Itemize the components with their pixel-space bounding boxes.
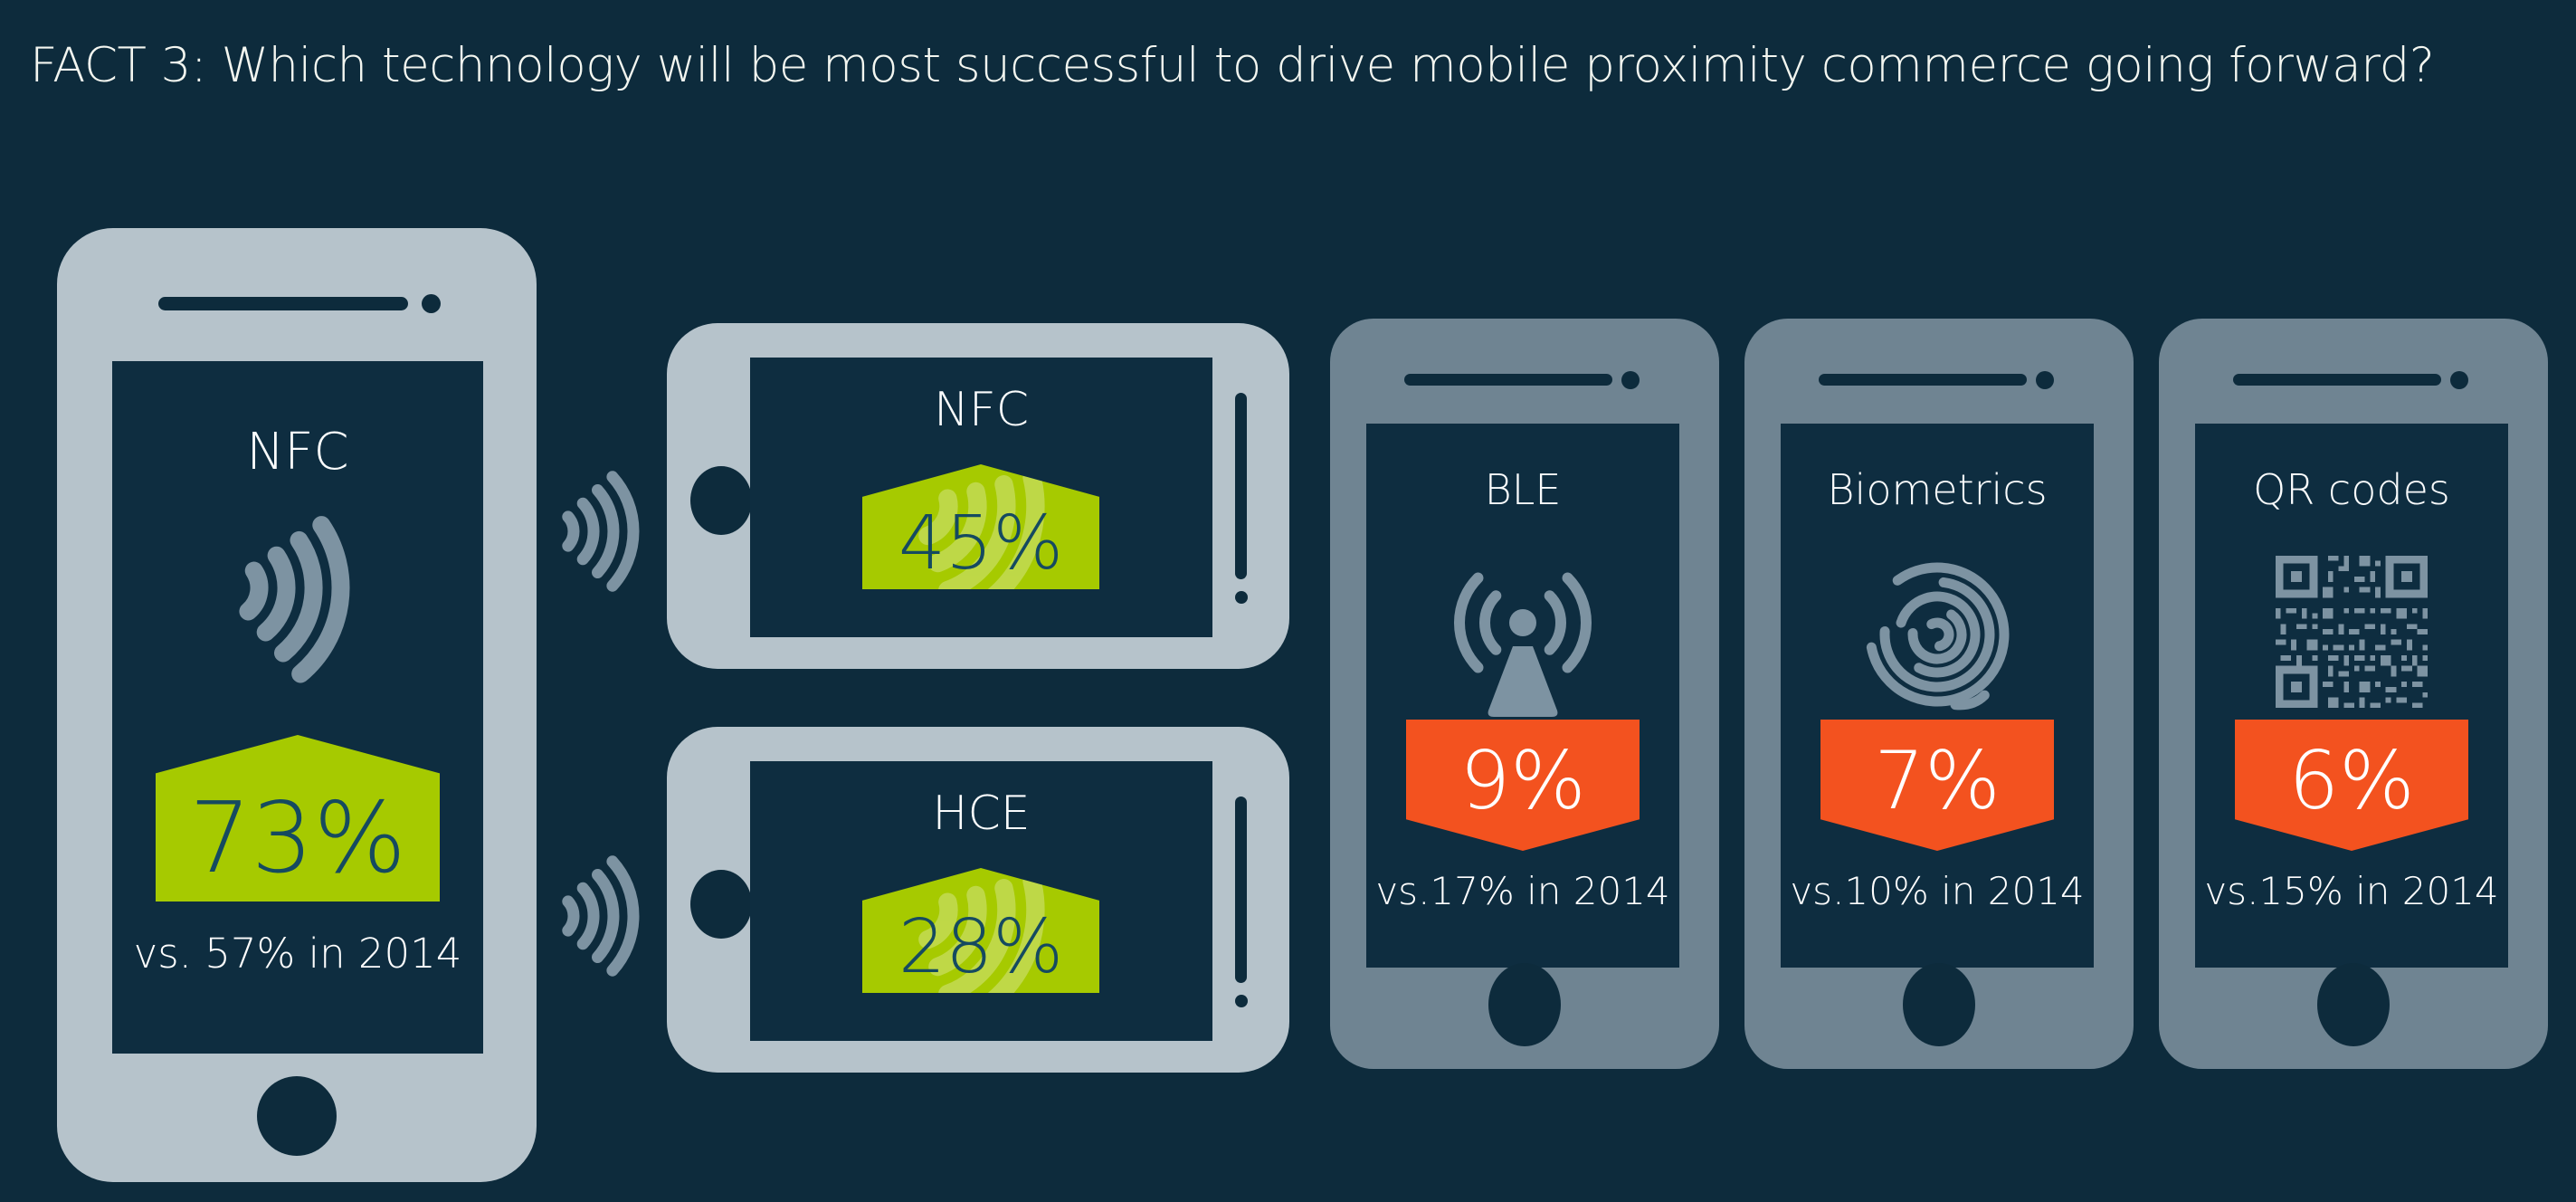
- phone-screen: Biometrics 7% vs.10% in 2014: [1781, 424, 2094, 968]
- percentage-badge-green: 28%: [862, 868, 1099, 993]
- camera-icon: [690, 466, 752, 535]
- percentage-value: 7%: [1874, 734, 2001, 827]
- qr-code-icon: [2275, 555, 2429, 709]
- camera-icon: [690, 870, 752, 939]
- phone-screen: HCE 28%: [750, 761, 1212, 1041]
- comparison-note: vs.10% in 2014: [1790, 869, 2085, 913]
- phone-nfc-main: NFC 73% vs. 57% in 2014: [57, 228, 537, 1182]
- percentage-badge-green: 73%: [156, 735, 440, 902]
- comparison-note: vs.17% in 2014: [1375, 869, 1670, 913]
- speaker-icon: [1819, 374, 2027, 386]
- camera-icon: [2036, 371, 2054, 389]
- percentage-badge-green: 45%: [862, 464, 1099, 589]
- phone-screen: QR codes 6% vs.15% in 2014: [2195, 424, 2508, 968]
- percentage-value: 6%: [2288, 734, 2415, 827]
- waves-watermark-icon: [918, 872, 1045, 993]
- speaker-icon: [1404, 374, 1612, 386]
- page-title: FACT 3: Which technology will be most su…: [30, 38, 2435, 93]
- phone-ble: BLE 9% vs.17% in 2014: [1330, 319, 1719, 1069]
- phone-nfc-landscape: NFC 45%: [667, 323, 1289, 669]
- comparison-note: vs.15% in 2014: [2204, 869, 2499, 913]
- technology-label: Biometrics: [1827, 465, 2048, 514]
- phone-screen: NFC 73% vs. 57% in 2014: [112, 361, 483, 1054]
- comparison-note: vs. 57% in 2014: [133, 930, 462, 978]
- contactless-waves-icon: [239, 516, 350, 683]
- home-button: [257, 1076, 337, 1156]
- technology-label: NFC: [246, 423, 349, 482]
- percentage-value: 9%: [1459, 734, 1586, 827]
- speaker-icon: [1235, 797, 1247, 983]
- waves-watermark-icon: [918, 468, 1045, 589]
- microphone-dot-icon: [1235, 591, 1248, 604]
- percentage-badge-orange: 6%: [2235, 720, 2468, 851]
- technology-label: QR codes: [2253, 465, 2450, 514]
- phone-screen: NFC 45%: [750, 358, 1212, 637]
- speaker-icon: [2233, 374, 2441, 386]
- camera-icon: [1621, 371, 1640, 389]
- beacon-icon: [1454, 572, 1592, 717]
- phone-biometrics: Biometrics 7% vs.10% in 2014: [1744, 319, 2134, 1069]
- camera-icon: [422, 294, 441, 313]
- microphone-dot-icon: [1235, 995, 1248, 1007]
- technology-label: HCE: [932, 787, 1031, 841]
- technology-label: NFC: [933, 383, 1030, 437]
- percentage-value: 73%: [188, 782, 407, 895]
- home-button: [2317, 963, 2390, 1046]
- phone-hce-landscape: HCE 28%: [667, 727, 1289, 1073]
- percentage-badge-orange: 9%: [1406, 720, 1640, 851]
- percentage-value: 45%: [898, 501, 1064, 587]
- speaker-icon: [1235, 393, 1247, 579]
- home-button: [1488, 963, 1561, 1046]
- signal-waves-icon: [562, 471, 640, 592]
- fingerprint-icon: [1865, 562, 2010, 711]
- speaker-icon: [158, 297, 408, 310]
- technology-label: BLE: [1484, 465, 1562, 514]
- phone-screen: BLE 9% vs.17% in 2014: [1366, 424, 1679, 968]
- percentage-value: 28%: [898, 904, 1064, 990]
- phone-qr-codes: QR codes 6% vs.15% in 2014: [2159, 319, 2548, 1069]
- signal-waves-icon: [562, 855, 640, 977]
- camera-icon: [2450, 371, 2468, 389]
- home-button: [1903, 963, 1975, 1046]
- percentage-badge-orange: 7%: [1820, 720, 2054, 851]
